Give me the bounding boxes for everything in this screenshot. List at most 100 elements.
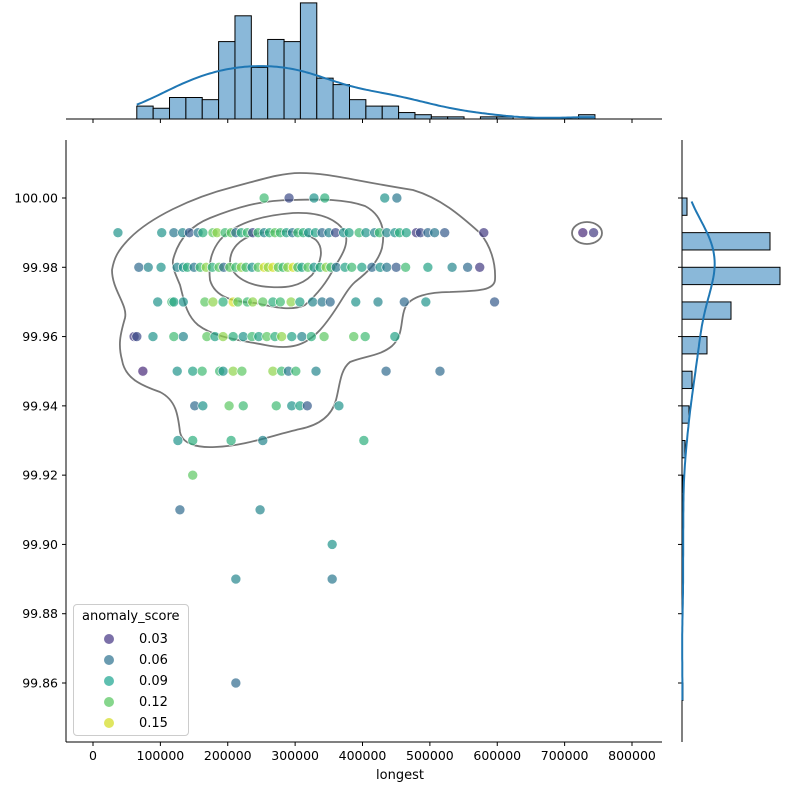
scatter-points	[112, 192, 599, 689]
histogram-bar	[218, 41, 236, 120]
data-point	[420, 296, 432, 308]
x-tick-label: 0	[89, 748, 97, 763]
data-point	[270, 400, 282, 412]
data-point	[286, 331, 298, 342]
data-point	[177, 331, 189, 342]
data-point	[434, 365, 446, 377]
data-point	[177, 296, 189, 308]
data-point	[348, 331, 360, 342]
histogram-bar	[430, 116, 449, 120]
histogram-bar	[349, 99, 367, 120]
legend-marker	[104, 655, 114, 665]
data-point	[439, 227, 450, 238]
x-tick-label: 700000	[541, 748, 589, 763]
x-tick-label: 300000	[271, 748, 319, 763]
data-point	[346, 261, 358, 273]
data-point	[197, 227, 209, 238]
y-tick-label: 100.00	[14, 191, 58, 206]
data-point	[381, 261, 393, 273]
legend-label: 0.03	[139, 631, 168, 647]
data-point	[301, 400, 313, 412]
data-point	[168, 331, 180, 342]
data-point	[137, 365, 149, 377]
data-point	[197, 400, 209, 412]
data-point	[131, 331, 143, 342]
data-point	[258, 192, 270, 204]
y-tick-label: 99.96	[22, 329, 58, 344]
legend-label: 0.12	[139, 694, 168, 710]
data-point	[429, 227, 440, 238]
histogram-bar	[381, 105, 400, 120]
data-point	[230, 677, 242, 689]
data-point	[290, 365, 302, 377]
histogram-bar	[681, 440, 686, 459]
data-point	[422, 261, 434, 273]
data-point	[276, 331, 287, 342]
legend-entry: 0.03	[104, 630, 168, 648]
data-point	[230, 573, 242, 585]
legend-marker	[104, 697, 114, 707]
histogram-bar	[398, 112, 416, 120]
data-point	[333, 400, 345, 412]
data-point	[294, 296, 306, 308]
histogram-bar	[496, 116, 514, 120]
data-point	[398, 296, 410, 308]
data-point	[171, 365, 183, 377]
data-point	[400, 227, 412, 238]
y-tick-label: 99.94	[22, 398, 58, 413]
data-point	[358, 435, 370, 446]
data-point	[112, 227, 124, 238]
histogram-bar	[201, 99, 220, 120]
histogram-bar	[681, 370, 693, 390]
legend-label: 0.09	[139, 673, 168, 689]
data-point	[196, 365, 208, 377]
histogram-bar	[185, 97, 203, 120]
x-tick-label: 200000	[204, 748, 252, 763]
y-tick-label: 99.90	[22, 537, 58, 552]
histogram-bar	[479, 116, 498, 120]
histogram-bar	[681, 336, 708, 355]
data-point	[305, 331, 317, 342]
data-point	[275, 296, 286, 308]
legend-label: 0.06	[139, 652, 168, 668]
data-point	[356, 261, 368, 273]
data-point	[318, 331, 330, 342]
kde-contour-2	[171, 198, 385, 348]
data-point	[155, 261, 167, 273]
data-point	[227, 331, 239, 342]
data-point	[207, 296, 219, 308]
data-point	[237, 400, 249, 412]
histogram-bar	[365, 105, 383, 120]
y-tick-label: 99.88	[22, 606, 58, 621]
data-point	[474, 261, 486, 273]
histogram-bar	[169, 97, 187, 120]
data-point	[187, 435, 199, 446]
data-point	[172, 435, 184, 446]
data-point	[247, 296, 258, 308]
axes: 0 100000 200000 300000 400000 500000 600000 700…	[14, 119, 682, 763]
kde-curve-y	[681, 201, 716, 701]
data-point	[379, 192, 391, 204]
data-point	[326, 573, 338, 585]
data-point	[257, 296, 269, 308]
data-point	[389, 331, 401, 342]
kde-contour-inner	[229, 230, 322, 289]
marginal-x-histogram	[66, 2, 662, 120]
legend-marker	[104, 718, 114, 728]
data-point	[225, 435, 237, 446]
histogram-bar	[681, 197, 688, 216]
x-axis-label: longest	[376, 768, 424, 783]
data-point	[462, 261, 473, 273]
histogram-bar	[152, 107, 171, 120]
data-point	[307, 296, 318, 308]
legend-marker	[104, 634, 114, 644]
data-point	[257, 435, 269, 446]
histogram-bar	[681, 232, 771, 251]
data-point	[217, 331, 229, 342]
data-point	[350, 296, 362, 308]
data-point	[223, 400, 235, 412]
data-point	[147, 331, 159, 342]
kde-contours	[111, 172, 603, 448]
legend-entry: 0.12	[104, 693, 168, 711]
x-tick-label: 600000	[473, 748, 521, 763]
